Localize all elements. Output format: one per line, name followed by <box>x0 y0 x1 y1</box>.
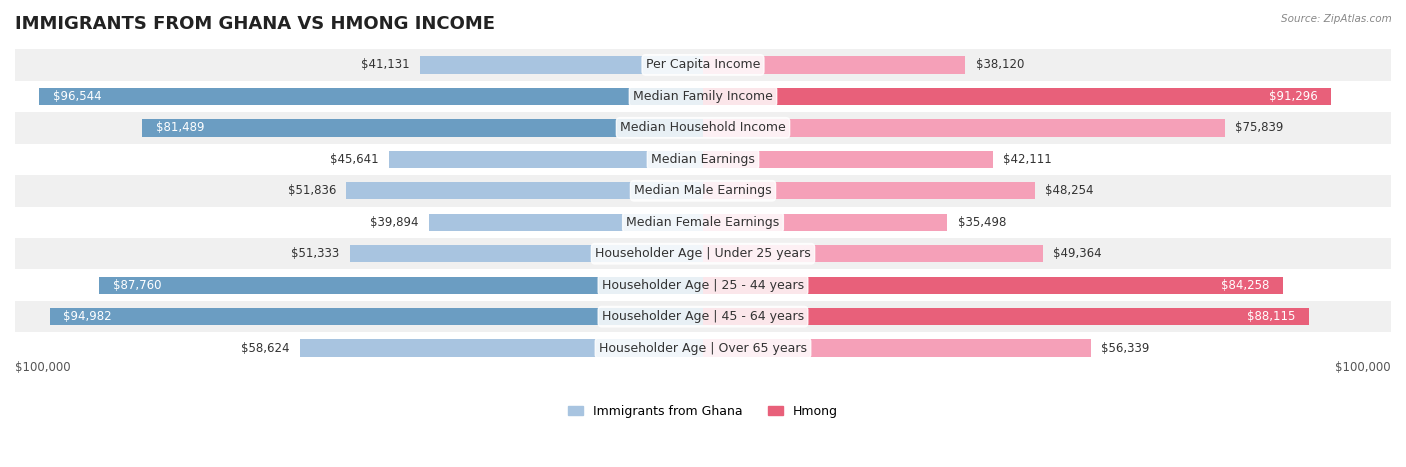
Bar <box>15 269 1391 301</box>
Bar <box>420 56 703 74</box>
Text: Source: ZipAtlas.com: Source: ZipAtlas.com <box>1281 14 1392 24</box>
Text: $58,624: $58,624 <box>240 342 290 354</box>
Bar <box>100 276 703 294</box>
Text: $81,489: $81,489 <box>156 121 205 134</box>
Bar <box>703 340 1091 357</box>
Text: $94,982: $94,982 <box>63 310 112 323</box>
Bar <box>299 340 703 357</box>
Text: Householder Age | Under 25 years: Householder Age | Under 25 years <box>595 247 811 260</box>
Text: Median Male Earnings: Median Male Earnings <box>634 184 772 197</box>
Bar <box>703 308 1309 325</box>
Text: $42,111: $42,111 <box>1002 153 1052 166</box>
Bar <box>703 88 1331 105</box>
Legend: Immigrants from Ghana, Hmong: Immigrants from Ghana, Hmong <box>564 400 842 423</box>
Bar <box>389 151 703 168</box>
Text: Median Earnings: Median Earnings <box>651 153 755 166</box>
Text: $87,760: $87,760 <box>112 279 162 292</box>
Text: $100,000: $100,000 <box>1336 361 1391 374</box>
Text: Householder Age | 25 - 44 years: Householder Age | 25 - 44 years <box>602 279 804 292</box>
Text: $39,894: $39,894 <box>370 216 418 229</box>
Text: $45,641: $45,641 <box>330 153 378 166</box>
Bar <box>703 213 948 231</box>
Text: $41,131: $41,131 <box>361 58 409 71</box>
Text: $56,339: $56,339 <box>1101 342 1149 354</box>
Text: $88,115: $88,115 <box>1247 310 1295 323</box>
Text: Median Family Income: Median Family Income <box>633 90 773 103</box>
Bar <box>429 213 703 231</box>
Bar <box>703 182 1035 199</box>
Text: Householder Age | Over 65 years: Householder Age | Over 65 years <box>599 342 807 354</box>
Bar <box>15 238 1391 269</box>
Text: $84,258: $84,258 <box>1220 279 1270 292</box>
Bar <box>142 119 703 136</box>
Text: $51,836: $51,836 <box>288 184 336 197</box>
Text: $35,498: $35,498 <box>957 216 1005 229</box>
Bar <box>15 81 1391 112</box>
Text: $75,839: $75,839 <box>1234 121 1284 134</box>
Bar <box>39 88 703 105</box>
Bar <box>703 276 1282 294</box>
Bar <box>15 301 1391 333</box>
Text: $51,333: $51,333 <box>291 247 339 260</box>
Text: $91,296: $91,296 <box>1268 90 1317 103</box>
Text: $48,254: $48,254 <box>1045 184 1094 197</box>
Bar <box>346 182 703 199</box>
Text: IMMIGRANTS FROM GHANA VS HMONG INCOME: IMMIGRANTS FROM GHANA VS HMONG INCOME <box>15 15 495 33</box>
Text: Householder Age | 45 - 64 years: Householder Age | 45 - 64 years <box>602 310 804 323</box>
Bar <box>703 56 966 74</box>
Text: $38,120: $38,120 <box>976 58 1024 71</box>
Bar <box>15 143 1391 175</box>
Text: $100,000: $100,000 <box>15 361 70 374</box>
Bar <box>703 245 1043 262</box>
Text: Per Capita Income: Per Capita Income <box>645 58 761 71</box>
Text: Median Household Income: Median Household Income <box>620 121 786 134</box>
Bar <box>49 308 703 325</box>
Bar <box>703 151 993 168</box>
Bar <box>15 333 1391 364</box>
Text: $49,364: $49,364 <box>1053 247 1101 260</box>
Bar <box>15 206 1391 238</box>
Bar <box>15 49 1391 81</box>
Text: $96,544: $96,544 <box>52 90 101 103</box>
Bar <box>350 245 703 262</box>
Text: Median Female Earnings: Median Female Earnings <box>627 216 779 229</box>
Bar <box>15 175 1391 206</box>
Bar <box>15 112 1391 143</box>
Bar <box>703 119 1225 136</box>
